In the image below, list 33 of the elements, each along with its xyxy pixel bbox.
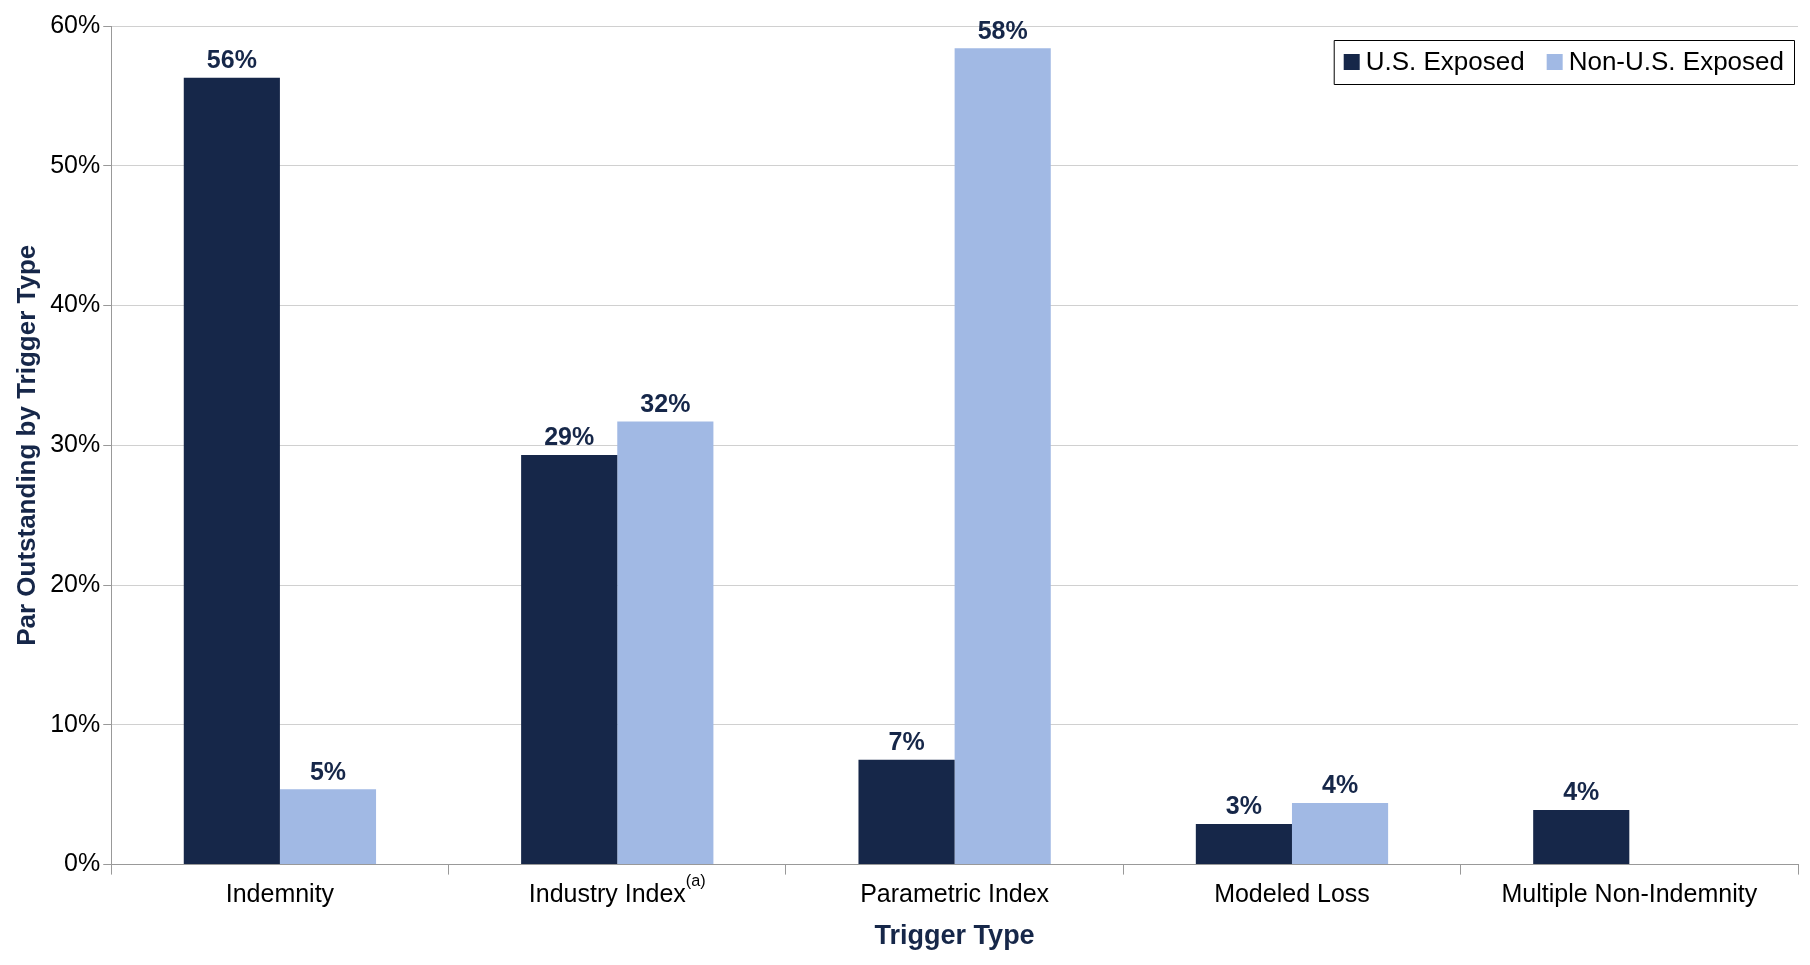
data-label: 7% xyxy=(888,727,925,756)
bar xyxy=(858,759,955,865)
x-tick-label: Indemnity xyxy=(225,878,335,907)
bar xyxy=(617,421,714,865)
y-tick-label: 20% xyxy=(50,568,101,597)
data-label: 32% xyxy=(640,388,691,417)
y-tick-label: 0% xyxy=(64,848,101,877)
y-tick-label: 50% xyxy=(50,149,101,178)
bar xyxy=(183,77,280,865)
x-tick-label: Parametric Index xyxy=(860,878,1050,907)
bar xyxy=(1195,824,1292,865)
y-tick-label: 30% xyxy=(50,429,101,458)
x-tick-label: Modeled Loss xyxy=(1214,878,1370,907)
y-tick-label: 40% xyxy=(50,289,101,318)
legend-label: U.S. Exposed xyxy=(1365,46,1525,77)
bar xyxy=(279,789,377,865)
bar xyxy=(1533,810,1630,865)
data-label: 3% xyxy=(1225,791,1262,820)
y-axis-title: Par Outstanding by Trigger Type xyxy=(10,244,41,646)
bar xyxy=(954,48,1051,865)
data-label: 4% xyxy=(1563,777,1600,806)
bar xyxy=(1291,803,1389,865)
data-label: 58% xyxy=(977,15,1028,44)
y-tick-label: 60% xyxy=(50,9,101,38)
legend-label: Non-U.S. Exposed xyxy=(1568,46,1784,77)
data-label: 4% xyxy=(1321,770,1359,799)
x-axis-title: Trigger Type xyxy=(874,920,1035,951)
data-label: 5% xyxy=(309,756,347,785)
x-tick-label: Multiple Non-Indemnity xyxy=(1501,878,1758,907)
data-label: 29% xyxy=(544,422,595,451)
y-tick-label: 10% xyxy=(50,708,101,737)
bar xyxy=(521,455,618,865)
data-label: 56% xyxy=(206,45,257,74)
